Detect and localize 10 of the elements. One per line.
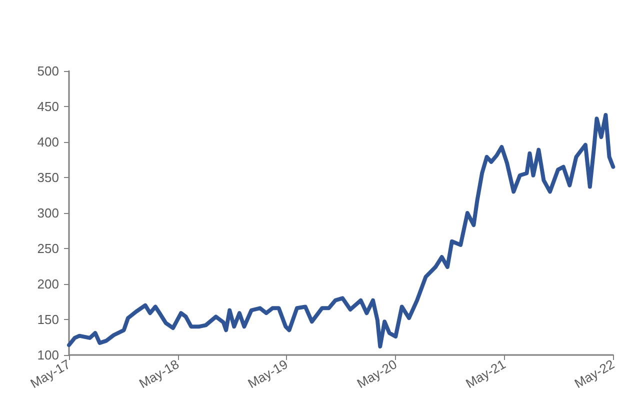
y-tick-label: 200 (37, 276, 59, 292)
line-series (67, 113, 616, 348)
y-tick-label: 500 (37, 64, 59, 78)
y-tick-label: 300 (37, 206, 59, 220)
y-tick-label: 400 (37, 134, 59, 150)
y-tick-label: 450 (37, 99, 59, 114)
y-tick-label: 250 (37, 241, 59, 256)
y-tick-label: 350 (37, 170, 59, 185)
y-tick-label: 100 (37, 348, 59, 362)
y-tick-label: 150 (37, 312, 59, 327)
